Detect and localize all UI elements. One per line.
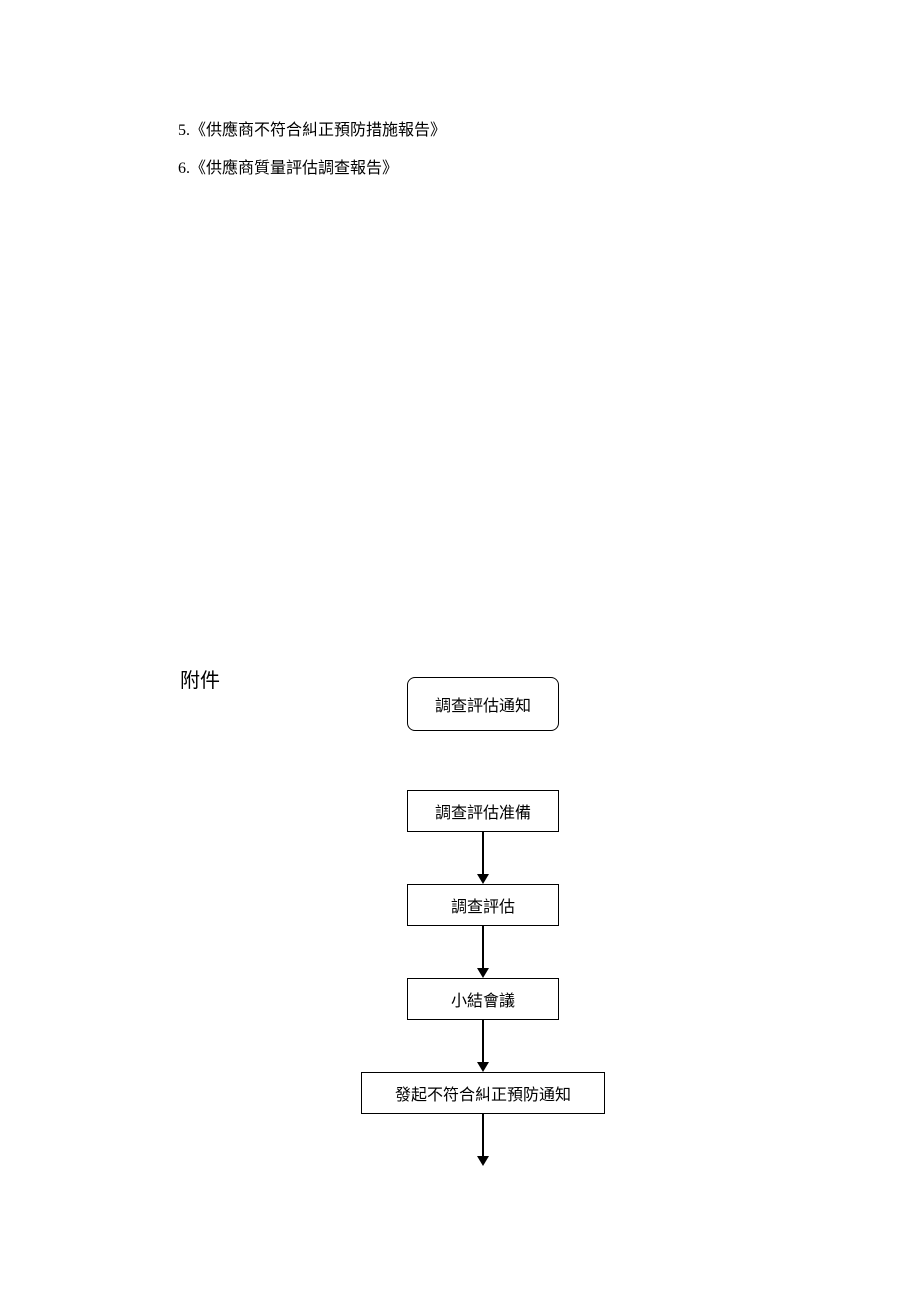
doc-text: 6.《供應商質量評估調查報告》 (178, 154, 398, 178)
flowchart-edge (482, 1114, 484, 1156)
doc-text: 附件 (180, 664, 220, 693)
doc-text: 5.《供應商不符合糾正預防措施報告》 (178, 116, 446, 140)
flowchart-node: 調查評估准備 (407, 790, 559, 832)
flowchart-node: 調查評估 (407, 884, 559, 926)
arrow-head-icon (477, 1062, 489, 1072)
arrow-head-icon (477, 874, 489, 884)
flowchart-edge (482, 832, 484, 874)
arrow-head-icon (477, 1156, 489, 1166)
flowchart-node: 發起不符合糾正預防通知 (361, 1072, 605, 1114)
flowchart-node: 小結會議 (407, 978, 559, 1020)
flowchart-node: 調查評估通知 (407, 677, 559, 731)
flowchart-edge (482, 1020, 484, 1062)
arrow-head-icon (477, 968, 489, 978)
flowchart-edge (482, 926, 484, 968)
